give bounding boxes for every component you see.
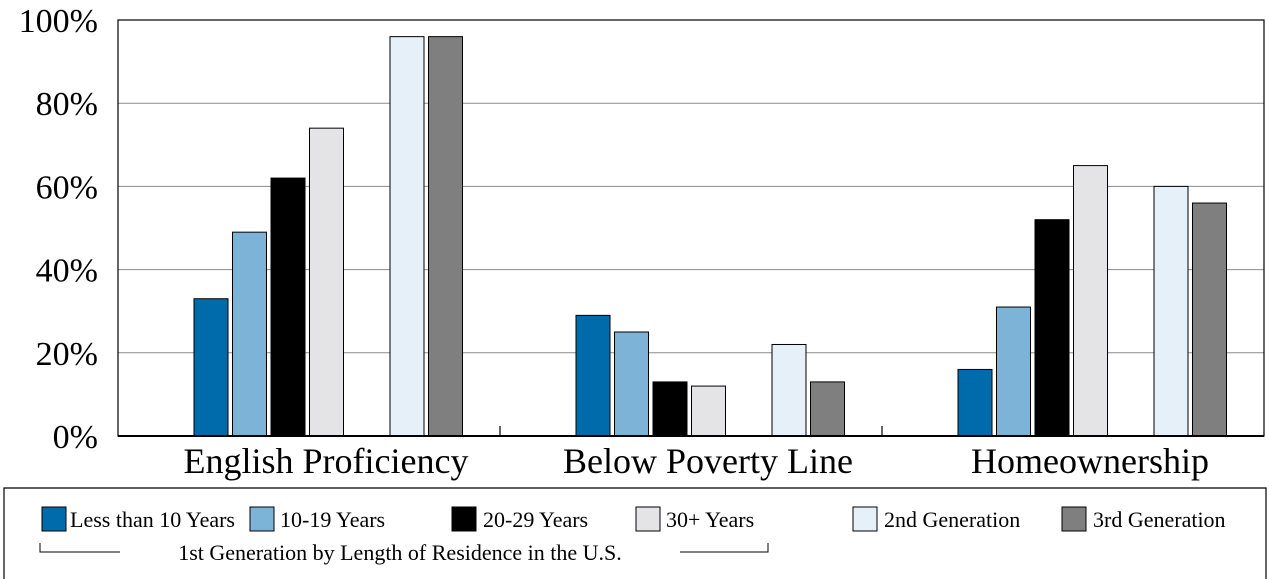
bar xyxy=(389,36,425,437)
legend-label: 2nd Generation xyxy=(884,507,1020,532)
legend-label: Less than 10 Years xyxy=(70,507,235,532)
bar xyxy=(652,381,688,437)
bar xyxy=(614,331,649,437)
legend-group-label: 1st Generation by Length of Residence in… xyxy=(178,540,622,565)
bar xyxy=(957,368,993,437)
bar xyxy=(575,314,611,437)
bar xyxy=(810,381,845,437)
legend-swatch xyxy=(635,506,661,532)
bar xyxy=(996,306,1031,437)
y-tick-label: 0% xyxy=(53,419,98,456)
bar xyxy=(193,298,229,437)
x-category-label: Homeownership xyxy=(971,441,1209,481)
y-tick-label: 100% xyxy=(19,3,98,40)
legend-label: 3rd Generation xyxy=(1093,507,1226,532)
legend-label: 10-19 Years xyxy=(280,507,385,532)
bar xyxy=(1192,202,1227,437)
y-tick-label: 20% xyxy=(36,336,98,373)
legend-swatch xyxy=(1061,506,1087,532)
legend-frame xyxy=(3,487,1267,579)
bar xyxy=(232,231,267,437)
legend-bracket-left xyxy=(39,543,120,553)
x-category-label: Below Poverty Line xyxy=(563,441,853,481)
legend-label: 20-29 Years xyxy=(483,507,588,532)
bars xyxy=(193,36,1227,437)
bar xyxy=(1073,165,1108,437)
bar xyxy=(428,36,463,437)
bar xyxy=(691,385,726,437)
legend-bracket-right xyxy=(680,543,769,553)
axes xyxy=(117,19,1265,437)
y-tick-label: 60% xyxy=(36,169,98,206)
legend-swatch xyxy=(41,506,67,532)
bar xyxy=(1153,185,1189,437)
y-axis-ticks: 0% 20% 40% 60% 80% 100% xyxy=(19,3,98,456)
legend-swatch xyxy=(852,506,878,532)
x-category-label: English Proficiency xyxy=(184,441,469,481)
bar xyxy=(270,177,306,437)
bar xyxy=(1034,219,1070,437)
x-axis-categories: English Proficiency Below Poverty Line Hom… xyxy=(184,441,1209,481)
bar xyxy=(771,343,807,437)
legend-swatch xyxy=(451,506,477,532)
y-tick-label: 40% xyxy=(36,253,98,290)
bar xyxy=(309,127,344,437)
legend-label: 30+ Years xyxy=(666,507,754,532)
legend: Less than 10 Years 10-19 Years 20-29 Years… xyxy=(3,487,1267,579)
y-tick-label: 80% xyxy=(36,86,98,123)
legend-swatch xyxy=(249,506,275,532)
